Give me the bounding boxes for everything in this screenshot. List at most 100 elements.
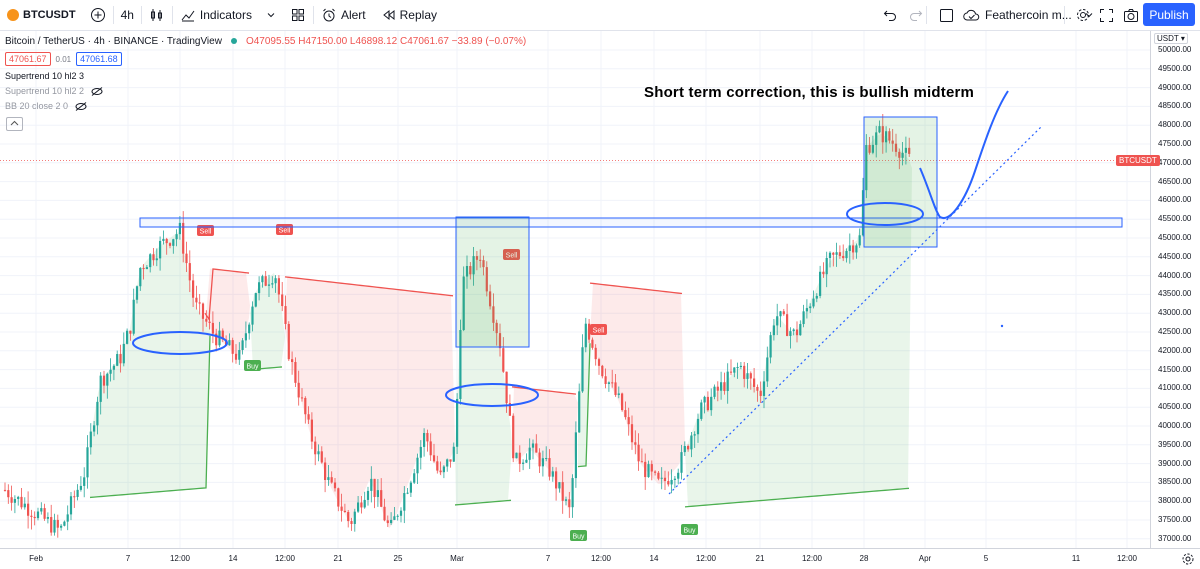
candle-body xyxy=(581,347,584,392)
chart-type-button[interactable] xyxy=(142,0,172,30)
collapse-legend-button[interactable] xyxy=(6,117,23,131)
candle-body xyxy=(162,238,165,241)
candle-body xyxy=(858,235,861,246)
snapshot-button[interactable] xyxy=(1116,0,1146,30)
candle-body xyxy=(102,375,106,386)
candle-body xyxy=(304,397,307,415)
settings-button[interactable] xyxy=(1068,0,1098,30)
undo-button[interactable] xyxy=(876,0,904,30)
time-tick-label: 12:00 xyxy=(169,554,191,563)
candle-body xyxy=(568,499,571,508)
candle-body xyxy=(119,354,122,364)
candle-body xyxy=(182,222,185,254)
toolbar-divider xyxy=(312,6,314,24)
layout-menu[interactable]: Feathercoin m... xyxy=(956,0,1101,30)
projection-path xyxy=(919,90,1009,219)
candle-body xyxy=(66,514,69,522)
plus-circle-icon xyxy=(90,8,105,22)
candle-body xyxy=(683,446,686,453)
price-tick-label: 38500.00 xyxy=(1158,477,1192,487)
price-axis[interactable]: USDT ▾ 50000.00 49500.00 49000.00 48500.00 4… xyxy=(1150,31,1200,548)
replay-button[interactable]: Replay xyxy=(373,0,444,30)
supertrend-fill xyxy=(590,283,685,484)
signal-label-text: Sell xyxy=(279,228,291,235)
candle-body xyxy=(406,492,409,494)
ellipse-marker xyxy=(445,383,539,407)
price-tick-label: 39000.00 xyxy=(1158,458,1192,468)
fullscreen-drawings-button[interactable] xyxy=(932,0,961,30)
supertrend-fill xyxy=(685,133,912,507)
candle-body xyxy=(743,365,746,379)
sell-price-button[interactable]: 47061.67 xyxy=(5,52,51,66)
candle-body xyxy=(838,252,841,256)
candle-body xyxy=(772,325,775,336)
candle-body xyxy=(314,441,317,455)
replay-icon xyxy=(382,9,395,21)
candle-body xyxy=(320,451,323,463)
candle-body xyxy=(60,525,63,528)
fullscreen-button[interactable] xyxy=(1092,0,1121,30)
candle-body xyxy=(357,502,360,512)
candle-body xyxy=(73,496,76,498)
bitcoin-logo-icon xyxy=(7,9,19,21)
candle-body xyxy=(578,391,581,433)
eye-hidden-icon[interactable] xyxy=(75,102,87,112)
supertrend-line xyxy=(454,499,512,506)
candle-body xyxy=(650,464,653,472)
indicators-button[interactable]: Indicators xyxy=(173,0,259,30)
indicator-supertrend-3[interactable]: Supertrend 10 hl2 3 xyxy=(5,71,85,81)
chart-annotation-text[interactable]: Short term correction, this is bullish m… xyxy=(644,84,975,101)
price-tick-label: 44000.00 xyxy=(1158,270,1192,280)
candle-body xyxy=(611,382,614,384)
replay-label: Replay xyxy=(399,8,437,22)
currency-selector[interactable]: USDT ▾ xyxy=(1154,33,1188,44)
candle-body xyxy=(508,403,511,416)
buy-price-button[interactable]: 47061.68 xyxy=(76,52,122,66)
symbol-search[interactable]: BTCUSDT xyxy=(0,0,83,30)
square-icon xyxy=(940,8,953,22)
candle-body xyxy=(122,343,125,364)
candle-body xyxy=(828,252,832,258)
candle-body xyxy=(324,462,327,481)
indicator-supertrend-2[interactable]: Supertrend 10 hl2 2 xyxy=(5,86,103,97)
candle-body xyxy=(538,452,541,467)
candle-body xyxy=(657,472,660,479)
indicators-dropdown[interactable] xyxy=(259,0,283,30)
candle-body xyxy=(908,147,911,154)
candle-body xyxy=(571,478,574,508)
candle-body xyxy=(383,506,386,521)
cloud-icon xyxy=(963,9,980,21)
price-tick-label: 48000.00 xyxy=(1158,120,1192,130)
price-tick-label: 37500.00 xyxy=(1158,515,1192,524)
candle-body xyxy=(155,258,158,261)
redo-button[interactable] xyxy=(902,0,930,30)
candle-body xyxy=(20,496,23,508)
candle-body xyxy=(485,267,488,292)
alert-button[interactable]: Alert xyxy=(314,0,373,30)
publish-button[interactable]: Publish xyxy=(1143,3,1195,26)
gear-icon xyxy=(1077,9,1089,21)
candle-body xyxy=(231,340,234,354)
compare-button[interactable] xyxy=(83,0,113,30)
candle-body xyxy=(871,144,874,153)
expand-icon xyxy=(1100,8,1113,22)
eye-hidden-icon[interactable] xyxy=(91,87,103,97)
candle-body xyxy=(277,278,280,295)
layouts-button[interactable] xyxy=(283,0,313,30)
candle-body xyxy=(50,517,53,533)
settings-gear-icon[interactable] xyxy=(1181,552,1195,566)
signal-label-background xyxy=(570,530,587,541)
price-chart[interactable]: Sell Sell Buy Sell Buy Sell Buy xyxy=(0,31,1150,548)
price-tick-label: 47500.00 xyxy=(1158,139,1192,148)
candle-body xyxy=(713,386,716,397)
candle-body xyxy=(637,444,640,462)
candle-body xyxy=(234,353,238,360)
price-tick-label: 42000.00 xyxy=(1158,345,1192,355)
candle-body xyxy=(452,446,455,462)
chart-title: Bitcoin / TetherUS · 4h · BINANCE · Trad… xyxy=(5,35,222,47)
interval-button[interactable]: 4h xyxy=(114,0,141,30)
candle-body xyxy=(403,493,406,511)
indicator-bollinger-bands[interactable]: BB 20 close 2 0 xyxy=(5,101,87,112)
time-tick-label: 12:00 xyxy=(590,554,612,563)
time-axis[interactable]: Feb 7 12:00 14 12:00 21 25 Mar 7 12:00 14 12:00 21 12… xyxy=(0,548,1200,569)
